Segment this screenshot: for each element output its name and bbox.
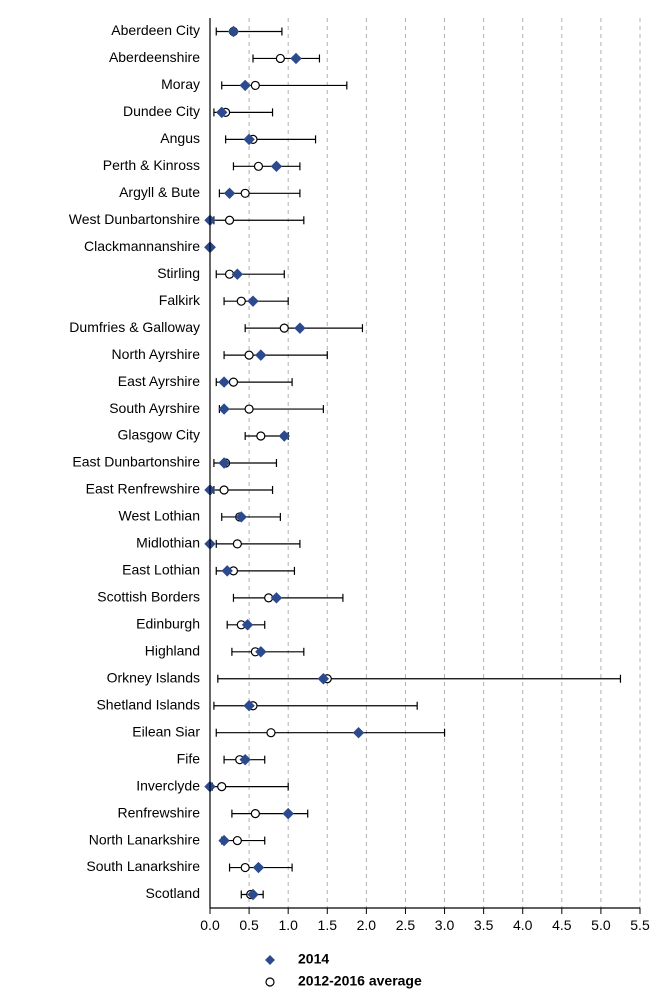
category-label: Glasgow City	[118, 427, 200, 443]
avg-marker	[226, 216, 234, 224]
category-label: Angus	[160, 130, 200, 146]
avg-marker	[241, 189, 249, 197]
avg-marker	[251, 810, 259, 818]
category-label: Inverclyde	[136, 777, 200, 793]
legend-label-avg: 2012-2016 average	[298, 973, 422, 989]
category-label: Highland	[145, 642, 200, 658]
category-label: Edinburgh	[136, 616, 200, 632]
x-tick-label: 0.5	[239, 917, 259, 933]
category-label: Fife	[177, 750, 201, 766]
avg-marker	[254, 162, 262, 170]
category-label: Scotland	[146, 885, 200, 901]
category-label: Aberdeen City	[111, 22, 200, 38]
avg-marker	[241, 864, 249, 872]
category-label: Argyll & Bute	[119, 184, 200, 200]
avg-marker	[220, 486, 228, 494]
x-tick-label: 3.5	[474, 917, 494, 933]
avg-marker	[245, 351, 253, 359]
category-label: Dumfries & Galloway	[69, 319, 200, 335]
avg-marker	[276, 54, 284, 62]
x-tick-label: 2.0	[357, 917, 377, 933]
avg-marker	[280, 324, 288, 332]
category-label: East Renfrewshire	[86, 481, 201, 497]
category-label: Stirling	[157, 265, 200, 281]
x-tick-label: 5.0	[591, 917, 611, 933]
category-label: Eilean Siar	[132, 723, 200, 739]
x-tick-label: 5.5	[630, 917, 650, 933]
x-tick-label: 4.0	[513, 917, 533, 933]
avg-marker	[257, 432, 265, 440]
category-label: Aberdeenshire	[109, 49, 200, 65]
chart-container: Aberdeen City Aberdeenshire Moray Dundee Ci…	[0, 0, 665, 1007]
x-tick-label: 4.5	[552, 917, 572, 933]
legend-marker-avg	[266, 978, 274, 986]
avg-marker	[218, 783, 226, 791]
category-label: South Ayrshire	[109, 400, 200, 416]
category-label: Falkirk	[159, 292, 201, 308]
x-tick-label: 2.5	[396, 917, 416, 933]
avg-marker	[267, 729, 275, 737]
avg-marker	[237, 297, 245, 305]
legend-label-2014: 2014	[298, 951, 329, 967]
avg-marker	[233, 540, 241, 548]
avg-marker	[251, 81, 259, 89]
category-label: West Lothian	[119, 508, 200, 524]
category-label: South Lanarkshire	[86, 858, 200, 874]
category-label: Perth & Kinross	[103, 157, 200, 173]
category-label: Renfrewshire	[118, 804, 201, 820]
x-tick-label: 1.5	[318, 917, 338, 933]
category-label: West Dunbartonshire	[69, 211, 200, 227]
category-label: East Dunbartonshire	[72, 454, 200, 470]
category-label: North Ayrshire	[112, 346, 201, 362]
dotplot-chart: Aberdeen City Aberdeenshire Moray Dundee Ci…	[0, 0, 665, 1007]
category-label: Dundee City	[123, 103, 200, 119]
category-label: Clackmannanshire	[84, 238, 200, 254]
x-tick-label: 3.0	[435, 917, 455, 933]
x-tick-label: 1.0	[278, 917, 298, 933]
category-label: North Lanarkshire	[89, 831, 200, 847]
category-label: Midlothian	[136, 535, 200, 551]
category-label: Orkney Islands	[107, 669, 200, 685]
avg-marker	[229, 378, 237, 386]
category-label: East Ayrshire	[118, 373, 200, 389]
category-label: East Lothian	[122, 562, 200, 578]
category-label: Scottish Borders	[97, 589, 200, 605]
avg-marker	[245, 405, 253, 413]
avg-marker	[233, 837, 241, 845]
x-tick-label: 0.0	[200, 917, 220, 933]
category-label: Moray	[161, 76, 200, 92]
category-label: Shetland Islands	[96, 696, 200, 712]
